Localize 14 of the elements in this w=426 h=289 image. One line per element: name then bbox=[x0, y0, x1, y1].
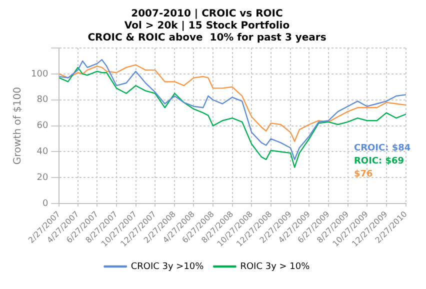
chart-title: 2007-2010 | CROIC vs ROIC bbox=[131, 8, 283, 20]
legend-label: ROIC 3y > 10% bbox=[240, 262, 310, 272]
y-tick-label: 60 bbox=[36, 121, 48, 132]
y-tick-label: 100 bbox=[30, 69, 48, 80]
legend-label: CROIC 3y >10% bbox=[130, 262, 204, 272]
annotation: $76 bbox=[354, 169, 373, 180]
chart-subtitle: Vol > 20k | 15 Stock Portfolio CROIC & ROIC above 10% for past 3 years bbox=[88, 20, 326, 44]
y-tick-label: 0 bbox=[42, 198, 48, 209]
annotation: CROIC: $84 bbox=[354, 143, 411, 154]
y-tick-label: 80 bbox=[36, 95, 48, 106]
y-tick-label: 20 bbox=[36, 173, 48, 184]
y-axis-title: Growth of $100 bbox=[12, 86, 24, 165]
annotation: ROIC: $69 bbox=[354, 156, 404, 166]
y-tick-label: 40 bbox=[36, 147, 48, 158]
